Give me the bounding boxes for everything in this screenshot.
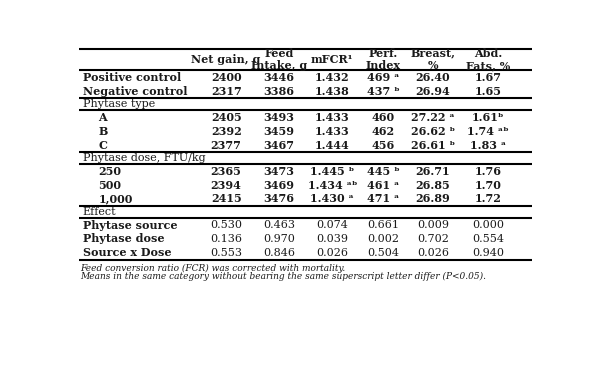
Text: 3493: 3493 [263, 112, 295, 123]
Text: Phytase type: Phytase type [83, 99, 155, 109]
Text: Net gain, g: Net gain, g [191, 54, 261, 65]
Text: 2415: 2415 [211, 194, 241, 205]
Text: 2394: 2394 [211, 180, 242, 191]
Text: 3467: 3467 [263, 139, 295, 151]
Text: 1.438: 1.438 [315, 86, 350, 97]
Text: 2405: 2405 [211, 112, 241, 123]
Text: 3469: 3469 [263, 180, 295, 191]
Text: 27.22 ᵃ: 27.22 ᵃ [411, 112, 455, 123]
Text: 0.026: 0.026 [417, 248, 449, 258]
Text: 1.433: 1.433 [315, 125, 350, 137]
Text: Feed conversion ratio (FCR) was corrected with mortality.: Feed conversion ratio (FCR) was correcte… [80, 263, 346, 273]
Text: 2400: 2400 [211, 72, 241, 83]
Text: 2317: 2317 [211, 86, 241, 97]
Text: 2392: 2392 [211, 125, 241, 137]
Text: 0.074: 0.074 [316, 220, 348, 230]
Text: A: A [98, 112, 107, 123]
Text: mFCR¹: mFCR¹ [311, 54, 353, 65]
Text: Negative control: Negative control [83, 86, 187, 97]
Text: 445 ᵇ: 445 ᵇ [367, 166, 400, 177]
Text: 461 ᵃ: 461 ᵃ [367, 180, 400, 191]
Text: 0.846: 0.846 [263, 248, 295, 258]
Text: 0.009: 0.009 [417, 220, 449, 230]
Text: Effect: Effect [83, 207, 116, 217]
Text: 456: 456 [372, 139, 395, 151]
Text: Means in the same category without bearing the same superscript letter differ (P: Means in the same category without beari… [80, 272, 487, 281]
Text: 26.89: 26.89 [416, 194, 451, 205]
Text: 26.61 ᵇ: 26.61 ᵇ [411, 139, 455, 151]
Text: 1.434 ᵃᵇ: 1.434 ᵃᵇ [308, 180, 357, 191]
Text: Breast,
%: Breast, % [410, 48, 455, 71]
Text: 462: 462 [372, 125, 395, 137]
Text: C: C [98, 139, 107, 151]
Text: 0.940: 0.940 [472, 248, 504, 258]
Text: 460: 460 [372, 112, 395, 123]
Text: 0.530: 0.530 [210, 220, 242, 230]
Text: 1.445 ᵇ: 1.445 ᵇ [310, 166, 355, 177]
Text: 471 ᵃ: 471 ᵃ [367, 194, 400, 205]
Text: 0.554: 0.554 [472, 234, 504, 244]
Text: 1.67: 1.67 [475, 72, 502, 83]
Text: 3386: 3386 [263, 86, 295, 97]
Text: 1.430 ᵃ: 1.430 ᵃ [310, 194, 354, 205]
Text: 1.433: 1.433 [315, 112, 350, 123]
Text: Perf.
Index: Perf. Index [366, 48, 401, 71]
Text: 1,000: 1,000 [98, 194, 133, 205]
Text: 3459: 3459 [263, 125, 295, 137]
Text: 0.702: 0.702 [417, 234, 449, 244]
Text: 0.504: 0.504 [367, 248, 400, 258]
Text: 500: 500 [98, 180, 121, 191]
Text: 0.661: 0.661 [367, 220, 400, 230]
Text: Phytase dose, FTU/kg: Phytase dose, FTU/kg [83, 153, 205, 163]
Text: 0.002: 0.002 [367, 234, 400, 244]
Text: 1.432: 1.432 [315, 72, 350, 83]
Text: 2365: 2365 [211, 166, 242, 177]
Text: 1.61ᵇ: 1.61ᵇ [472, 112, 505, 123]
Text: Positive control: Positive control [83, 72, 181, 83]
Text: Phytase source: Phytase source [83, 220, 177, 231]
Text: 26.71: 26.71 [416, 166, 451, 177]
Text: 1.72: 1.72 [475, 194, 502, 205]
Text: Feed
Intake, g: Feed Intake, g [251, 48, 307, 71]
Text: Abd.
Fats, %: Abd. Fats, % [466, 48, 510, 71]
Text: 0.039: 0.039 [316, 234, 348, 244]
Text: 0.970: 0.970 [263, 234, 295, 244]
Text: 250: 250 [98, 166, 121, 177]
Text: Source x Dose: Source x Dose [83, 247, 171, 258]
Text: 26.62 ᵇ: 26.62 ᵇ [411, 125, 455, 137]
Text: 3476: 3476 [263, 194, 295, 205]
Text: 26.85: 26.85 [416, 180, 451, 191]
Text: B: B [98, 125, 107, 137]
Text: 2377: 2377 [211, 139, 242, 151]
Text: 1.444: 1.444 [315, 139, 350, 151]
Text: 1.74 ᵃᵇ: 1.74 ᵃᵇ [467, 125, 509, 137]
Text: 0.553: 0.553 [210, 248, 242, 258]
Text: 1.70: 1.70 [475, 180, 502, 191]
Text: 437 ᵇ: 437 ᵇ [367, 86, 400, 97]
Text: 0.026: 0.026 [316, 248, 348, 258]
Text: 0.000: 0.000 [472, 220, 504, 230]
Text: 0.136: 0.136 [210, 234, 242, 244]
Text: 26.40: 26.40 [416, 72, 451, 83]
Text: 0.463: 0.463 [263, 220, 295, 230]
Text: 3473: 3473 [263, 166, 295, 177]
Text: 26.94: 26.94 [416, 86, 451, 97]
Text: 1.76: 1.76 [475, 166, 502, 177]
Text: 469 ᵃ: 469 ᵃ [367, 72, 400, 83]
Text: 1.65: 1.65 [475, 86, 502, 97]
Text: 1.83 ᵃ: 1.83 ᵃ [470, 139, 506, 151]
Text: Phytase dose: Phytase dose [83, 233, 164, 244]
Text: 3446: 3446 [263, 72, 295, 83]
